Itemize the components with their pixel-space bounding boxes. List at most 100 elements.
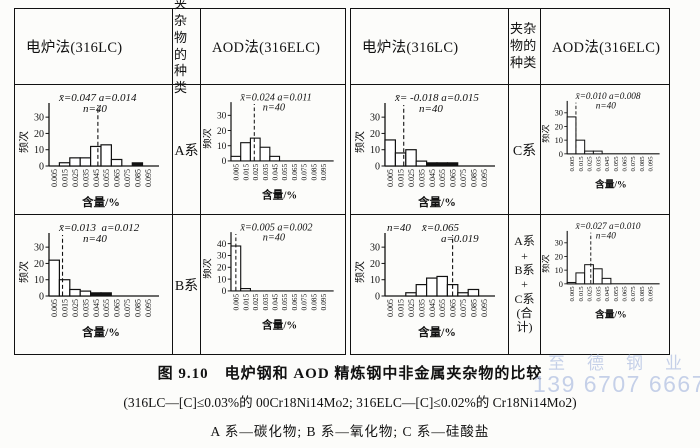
svg-text:频次: 频次 bbox=[19, 131, 30, 153]
svg-text:n=40: n=40 bbox=[263, 233, 285, 244]
watermark-phone-number: 139 6707 6667 bbox=[533, 371, 700, 397]
svg-text:频次: 频次 bbox=[355, 131, 366, 153]
svg-text:含量/%: 含量/% bbox=[595, 308, 627, 320]
svg-text:0.005: 0.005 bbox=[386, 169, 395, 187]
svg-text:0.025: 0.025 bbox=[71, 299, 80, 317]
svg-text:20: 20 bbox=[370, 129, 380, 140]
svg-text:0.085: 0.085 bbox=[133, 169, 142, 187]
svg-text:0.085: 0.085 bbox=[309, 293, 318, 310]
svg-text:频次: 频次 bbox=[203, 128, 213, 149]
svg-text:0.045: 0.045 bbox=[427, 169, 436, 187]
histogram-aod-c: 0 10 20 30 频次 x̄=0.010 a=0.008 n=40 0.005 0.015 0… bbox=[541, 85, 669, 215]
svg-text:0.065: 0.065 bbox=[622, 286, 629, 302]
row-label-series-c: C系 bbox=[509, 85, 541, 215]
svg-text:10: 10 bbox=[555, 136, 563, 145]
svg-text:n=40: n=40 bbox=[419, 103, 443, 115]
svg-text:0.055: 0.055 bbox=[102, 299, 111, 317]
svg-text:0: 0 bbox=[39, 292, 44, 303]
histogram-electric-total: 0 10 20 30 频次 n=40 x̄=0.065 a=0.019 0.005 0.015 0… bbox=[351, 215, 509, 354]
svg-text:0.055: 0.055 bbox=[438, 169, 447, 187]
right-half-table: 电炉法(316LC) 夹杂物的种类 AOD法(316ELC) 0 10 20 30 频次… bbox=[350, 8, 670, 355]
svg-text:30: 30 bbox=[370, 113, 380, 124]
svg-text:x̄=0.010 a=0.008: x̄=0.010 a=0.008 bbox=[575, 91, 641, 101]
svg-text:0.015: 0.015 bbox=[241, 163, 250, 180]
svg-text:10: 10 bbox=[370, 275, 380, 286]
svg-text:x̄=0.005 a=0.002: x̄=0.005 a=0.002 bbox=[239, 222, 312, 233]
svg-text:0.035: 0.035 bbox=[595, 156, 602, 172]
figure-caption-block: 图 9.10 电炉钢和 AOD 精炼钢中非金属夹杂物的比较 (316LC—[C]… bbox=[0, 362, 700, 440]
svg-text:0.015: 0.015 bbox=[578, 286, 585, 302]
svg-text:0.065: 0.065 bbox=[448, 299, 457, 317]
svg-text:0.065: 0.065 bbox=[448, 169, 457, 187]
svg-text:0.075: 0.075 bbox=[300, 293, 309, 310]
svg-text:0.095: 0.095 bbox=[479, 299, 488, 317]
svg-text:0: 0 bbox=[559, 150, 563, 159]
histogram-electric-b: 0 10 20 30 频次 x̄=0.013 a=0.012 n=40 0.005 0.015 0… bbox=[15, 215, 173, 354]
svg-text:0.015: 0.015 bbox=[396, 169, 405, 187]
right-inclusion-type-header: 夹杂物的种类 bbox=[509, 9, 541, 85]
svg-text:0.075: 0.075 bbox=[459, 169, 468, 187]
svg-text:0.005: 0.005 bbox=[232, 163, 241, 180]
svg-text:0.085: 0.085 bbox=[469, 299, 478, 317]
svg-text:0.015: 0.015 bbox=[578, 156, 585, 172]
svg-text:0.035: 0.035 bbox=[81, 169, 90, 187]
svg-text:0.025: 0.025 bbox=[587, 286, 594, 302]
svg-text:0.015: 0.015 bbox=[396, 299, 405, 317]
svg-text:频次: 频次 bbox=[542, 254, 551, 272]
svg-text:0.055: 0.055 bbox=[613, 156, 620, 172]
svg-text:0.085: 0.085 bbox=[309, 163, 318, 180]
svg-text:0.095: 0.095 bbox=[143, 299, 152, 317]
svg-text:0.085: 0.085 bbox=[639, 156, 646, 172]
svg-text:0.025: 0.025 bbox=[71, 169, 80, 187]
svg-text:0.035: 0.035 bbox=[261, 293, 270, 310]
svg-text:10: 10 bbox=[217, 142, 227, 152]
row-label-series-b: B系 bbox=[173, 215, 201, 354]
svg-text:含量/%: 含量/% bbox=[417, 195, 456, 209]
svg-text:0.055: 0.055 bbox=[280, 293, 289, 310]
right-aod-header: AOD法(316ELC) bbox=[541, 9, 669, 85]
svg-text:0.035: 0.035 bbox=[417, 169, 426, 187]
svg-text:频次: 频次 bbox=[203, 258, 213, 279]
left-half-table: 电炉法(316LC) 夹杂物的种类 AOD法(316ELC) 0 10 20 30 频次… bbox=[14, 0, 346, 355]
svg-text:0.055: 0.055 bbox=[280, 163, 289, 180]
svg-text:10: 10 bbox=[34, 145, 44, 156]
svg-text:0.045: 0.045 bbox=[427, 299, 436, 317]
svg-text:含量/%: 含量/% bbox=[81, 195, 120, 209]
svg-text:0.075: 0.075 bbox=[630, 156, 637, 172]
svg-text:频次: 频次 bbox=[542, 124, 551, 142]
histogram-electric-c: 0 10 20 30 频次 x̄= -0.018 a=0.015 n=40 0.005 0.01… bbox=[351, 85, 509, 215]
svg-text:30: 30 bbox=[555, 109, 563, 118]
svg-text:0: 0 bbox=[39, 162, 44, 173]
svg-text:10: 10 bbox=[555, 266, 563, 275]
histogram-electric-a: 0 10 20 30 频次 x̄=0.047 a=0.014 n=40 0.005 0.015 0… bbox=[15, 85, 173, 215]
svg-text:0.045: 0.045 bbox=[270, 293, 279, 310]
svg-text:0.095: 0.095 bbox=[479, 169, 488, 187]
svg-text:40: 40 bbox=[217, 240, 227, 250]
svg-text:10: 10 bbox=[370, 145, 380, 156]
svg-text:20: 20 bbox=[34, 129, 44, 140]
svg-text:10: 10 bbox=[34, 275, 44, 286]
svg-text:0.015: 0.015 bbox=[60, 299, 69, 317]
svg-text:0.045: 0.045 bbox=[270, 163, 279, 180]
svg-text:20: 20 bbox=[555, 122, 563, 131]
row-label-series-total: A系 + B系 + C系 (合计) bbox=[509, 215, 541, 354]
svg-text:0.065: 0.065 bbox=[112, 169, 121, 187]
svg-text:30: 30 bbox=[555, 239, 563, 248]
svg-text:30: 30 bbox=[34, 113, 44, 124]
svg-text:频次: 频次 bbox=[19, 261, 30, 283]
svg-text:0.065: 0.065 bbox=[622, 156, 629, 172]
svg-text:0.035: 0.035 bbox=[595, 286, 602, 302]
svg-text:0.075: 0.075 bbox=[630, 286, 637, 302]
svg-text:0.075: 0.075 bbox=[123, 299, 132, 317]
svg-text:0.075: 0.075 bbox=[300, 163, 309, 180]
svg-text:0: 0 bbox=[375, 292, 380, 303]
svg-text:0: 0 bbox=[222, 287, 227, 297]
svg-text:0.085: 0.085 bbox=[469, 169, 478, 187]
svg-text:0.045: 0.045 bbox=[91, 299, 100, 317]
svg-text:n=40: n=40 bbox=[83, 103, 107, 115]
